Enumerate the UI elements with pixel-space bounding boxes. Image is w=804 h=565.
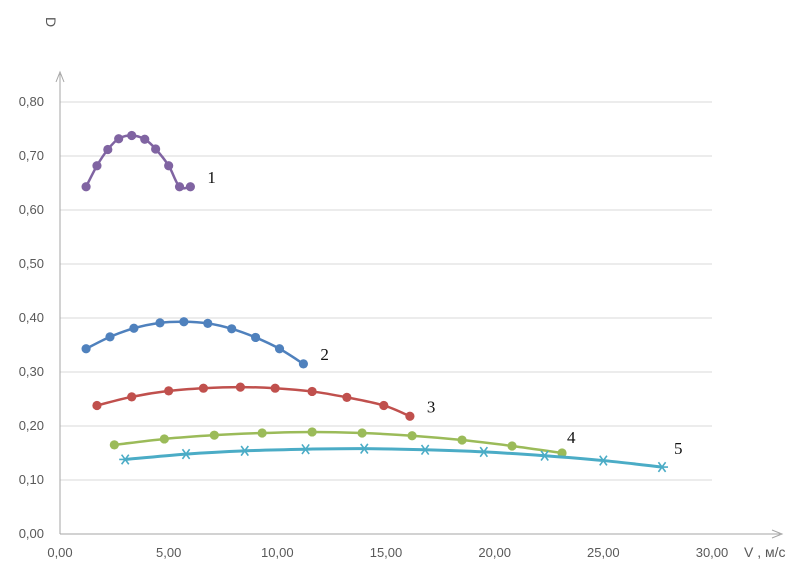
- data-point: [164, 161, 174, 171]
- data-point: [92, 400, 102, 411]
- series-line: [113, 430, 564, 455]
- y-axis-title: D: [43, 17, 59, 27]
- x-tick-label: 15,00: [370, 545, 403, 560]
- series-label: 2: [320, 345, 329, 364]
- data-point-star: [119, 454, 132, 465]
- y-tick-label: 0,00: [19, 526, 44, 541]
- series-4: 4: [109, 427, 576, 458]
- y-tick-label: 0,70: [19, 148, 44, 163]
- axes: [55, 70, 784, 539]
- data-point: [164, 386, 174, 396]
- x-axis-arrow-icon: [771, 529, 784, 539]
- series-line: [84, 134, 192, 190]
- data-point: [174, 182, 185, 192]
- series-line: [123, 447, 664, 469]
- data-point: [227, 324, 237, 334]
- data-point: [342, 392, 352, 402]
- y-tick-label: 0,80: [19, 94, 44, 109]
- x-tick-label: 0,00: [47, 545, 72, 560]
- data-point-star: [238, 445, 251, 457]
- y-tick-label: 0,20: [19, 418, 44, 433]
- data-point: [407, 431, 417, 441]
- y-tick-label: 0,40: [19, 310, 44, 325]
- data-point: [405, 411, 415, 421]
- data-point: [257, 428, 267, 438]
- data-point-star: [597, 455, 610, 466]
- series-2: 2: [81, 317, 329, 369]
- series-5: 5: [119, 439, 683, 473]
- data-point: [298, 359, 309, 369]
- series-label: 5: [674, 439, 683, 458]
- x-tick-label: 10,00: [261, 545, 294, 560]
- data-point: [270, 383, 280, 393]
- data-point: [198, 383, 209, 393]
- data-point: [127, 130, 137, 141]
- data-point: [274, 344, 285, 354]
- data-point: [159, 434, 169, 444]
- data-point-star: [180, 448, 193, 460]
- data-point-star: [656, 461, 669, 473]
- data-point: [109, 440, 119, 450]
- x-tick-label: 25,00: [587, 545, 620, 560]
- data-point: [251, 332, 261, 343]
- data-point: [307, 386, 317, 397]
- series-label: 3: [427, 397, 436, 416]
- x-axis-title: V , м/с: [744, 544, 786, 560]
- series-1: 1: [81, 130, 216, 192]
- data-point: [81, 182, 91, 192]
- data-point: [185, 182, 195, 192]
- series-group: 1 2 3 4 5: [81, 130, 683, 473]
- data-point-star: [419, 444, 432, 456]
- tick-labels: 0,00 0,10 0,20 0,30 0,40 0,50 0,60 0,70 0,80 0,00…: [19, 94, 729, 560]
- data-point: [557, 448, 567, 458]
- series-line: [84, 320, 305, 366]
- data-point-star: [477, 446, 490, 458]
- data-point: [357, 428, 367, 438]
- data-point: [379, 400, 389, 411]
- y-tick-label: 0,60: [19, 202, 44, 217]
- series-label: 4: [567, 428, 576, 447]
- data-point: [81, 344, 91, 354]
- data-point: [114, 134, 124, 144]
- data-point: [507, 441, 517, 451]
- series-3: 3: [92, 382, 436, 421]
- data-point: [92, 161, 102, 171]
- x-tick-label: 5,00: [156, 545, 181, 560]
- gridlines: [60, 101, 712, 481]
- data-point: [103, 144, 113, 155]
- series-line: [95, 385, 412, 418]
- data-point: [209, 430, 219, 440]
- data-point: [235, 382, 245, 392]
- data-point-star: [299, 443, 312, 455]
- x-tick-label: 30,00: [696, 545, 729, 560]
- data-point: [140, 134, 150, 144]
- data-point: [457, 435, 467, 445]
- data-point-star: [358, 443, 371, 454]
- y-tick-label: 0,30: [19, 364, 44, 379]
- x-tick-label: 20,00: [478, 545, 511, 560]
- data-point: [127, 392, 137, 402]
- data-point: [151, 144, 161, 154]
- data-point: [307, 427, 317, 437]
- series-label: 1: [207, 168, 216, 187]
- y-tick-label: 0,50: [19, 256, 44, 271]
- data-point: [203, 318, 213, 328]
- y-tick-label: 0,10: [19, 472, 44, 487]
- data-point: [105, 332, 115, 342]
- data-point: [129, 323, 139, 333]
- data-point: [155, 318, 165, 328]
- data-point: [179, 317, 189, 327]
- y-axis-arrow-icon: [55, 70, 65, 83]
- data-point-star: [538, 450, 551, 461]
